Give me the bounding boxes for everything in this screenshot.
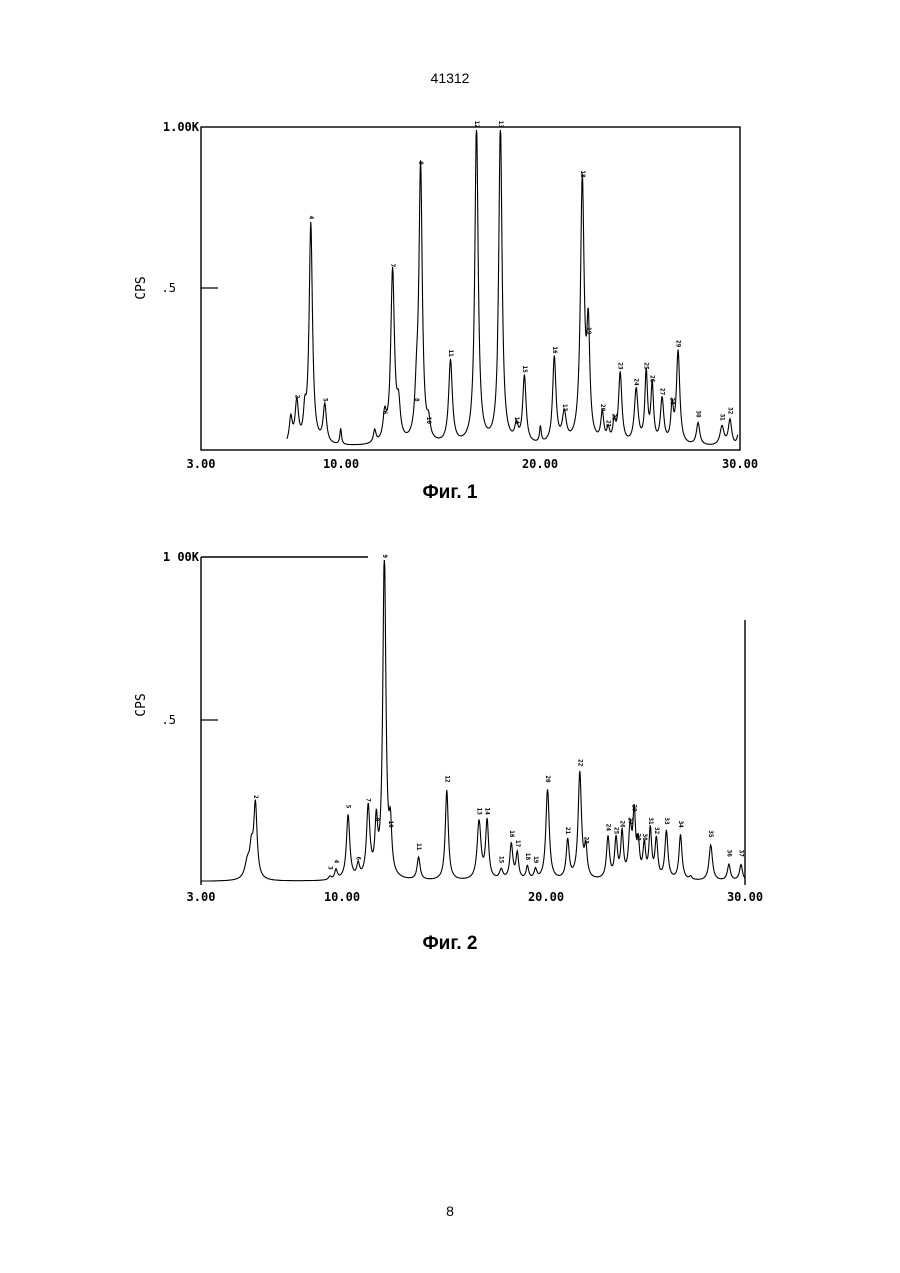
peak-label-25: 25 (613, 827, 620, 835)
peak-label-28: 28 (635, 833, 642, 841)
figure-1-caption: Фиг. 1 (0, 482, 900, 504)
peak-label-14: 14 (513, 417, 520, 425)
peak-label-8: 8 (413, 398, 420, 402)
peak-label-20: 20 (599, 404, 606, 412)
peak-label-17: 17 (561, 404, 568, 412)
peak-label-26: 26 (649, 375, 656, 383)
peak-label-13: 13 (497, 121, 504, 129)
peak-label-18: 18 (579, 170, 586, 178)
peak-label-22: 22 (576, 759, 583, 767)
peak-label-7: 7 (389, 264, 396, 268)
peak-label-5: 5 (345, 805, 352, 809)
peak-label-29: 29 (631, 804, 638, 812)
peak-label-5: 5 (321, 398, 328, 402)
peak-label-21: 21 (605, 420, 612, 428)
peak-label-7: 7 (365, 798, 372, 802)
peak-label-35: 35 (707, 830, 714, 838)
peak-label-32: 32 (653, 827, 660, 835)
peak-label-31: 31 (647, 817, 654, 825)
x-tick-label-20: 20.00 (528, 890, 564, 904)
peak-label-4: 4 (333, 860, 340, 864)
peak-label-14: 14 (484, 808, 491, 816)
x-tick-label-3: 3.00 (187, 457, 216, 471)
peak-label-32: 32 (727, 407, 734, 415)
peak-label-19: 19 (585, 327, 592, 335)
x-tick-label-10: 10.00 (323, 457, 359, 471)
peak-label-31: 31 (719, 414, 726, 422)
peak-label-24: 24 (605, 824, 612, 832)
y-tick-label-mid: .5 (162, 713, 176, 727)
peak-label-33: 33 (663, 817, 670, 825)
peak-label-9: 9 (381, 554, 388, 558)
peak-label-21: 21 (564, 827, 571, 835)
plot-frame (201, 127, 740, 450)
peak-label-13: 13 (476, 808, 483, 816)
peak-label-3: 3 (326, 866, 333, 870)
peak-label-28: 28 (669, 398, 676, 406)
peak-label-8: 8 (373, 818, 380, 822)
peak-label-24: 24 (633, 378, 640, 386)
peak-label-12: 12 (473, 121, 480, 129)
peak-label-18: 18 (524, 853, 531, 861)
peak-label-30: 30 (641, 833, 648, 841)
peak-label-15: 15 (521, 366, 528, 374)
peak-label-10: 10 (425, 417, 432, 425)
peak-label-23: 23 (582, 837, 589, 845)
peak-label-36: 36 (725, 850, 732, 858)
peak-label-12: 12 (443, 775, 450, 783)
page-number: 8 (0, 1203, 900, 1219)
peak-label-34: 34 (677, 821, 684, 829)
peak-label-2: 2 (252, 795, 259, 799)
peak-label-27: 27 (627, 817, 634, 825)
y-tick-label-mid: .5 (162, 281, 176, 295)
x-tick-label-30: 30.00 (722, 457, 758, 471)
peak-label-4: 4 (307, 216, 314, 220)
peak-label-29: 29 (675, 340, 682, 348)
peak-label-2: 2 (293, 395, 300, 399)
peak-label-23: 23 (617, 362, 624, 370)
peak-label-20: 20 (544, 775, 551, 783)
peak-label-16: 16 (551, 346, 558, 354)
y-axis-label: CPS (134, 276, 149, 299)
peak-label-22: 22 (611, 414, 618, 422)
peak-label-19: 19 (532, 856, 539, 864)
peak-label-16: 16 (508, 830, 515, 838)
peak-label-10: 10 (387, 821, 394, 829)
x-tick-label-30: 30.00 (727, 890, 763, 904)
x-tick-label-20: 20.00 (522, 457, 558, 471)
figure-2-chart: CPS .5 1 00K 3.00 10.00 20.00 30.00 2345… (0, 545, 900, 895)
peak-label-6: 6 (381, 411, 388, 415)
figure-1-chart: CPS .5 1.00K 3.00 10.00 20.00 30.00 2456… (0, 110, 900, 460)
y-tick-label-max: 1.00K (163, 120, 200, 134)
peak-label-6: 6 (355, 856, 362, 860)
peak-label-11: 11 (447, 350, 454, 358)
peak-label-9: 9 (417, 161, 424, 165)
diffraction-trace (201, 560, 745, 881)
y-tick-label-max: 1 00K (163, 550, 200, 564)
peak-label-15: 15 (498, 856, 505, 864)
y-axis-label: CPS (134, 693, 149, 716)
peak-label-26: 26 (619, 821, 626, 829)
peak-label-27: 27 (659, 388, 666, 396)
page-header: 41312 (0, 70, 900, 86)
x-tick-label-10: 10.00 (324, 890, 360, 904)
peak-label-30: 30 (695, 410, 702, 418)
peak-label-25: 25 (643, 362, 650, 370)
x-tick-label-3: 3.00 (187, 890, 216, 904)
figure-2-caption: Фиг. 2 (0, 933, 900, 955)
peak-label-17: 17 (514, 840, 521, 848)
peak-label-11: 11 (415, 843, 422, 851)
peak-label-37: 37 (738, 850, 745, 858)
